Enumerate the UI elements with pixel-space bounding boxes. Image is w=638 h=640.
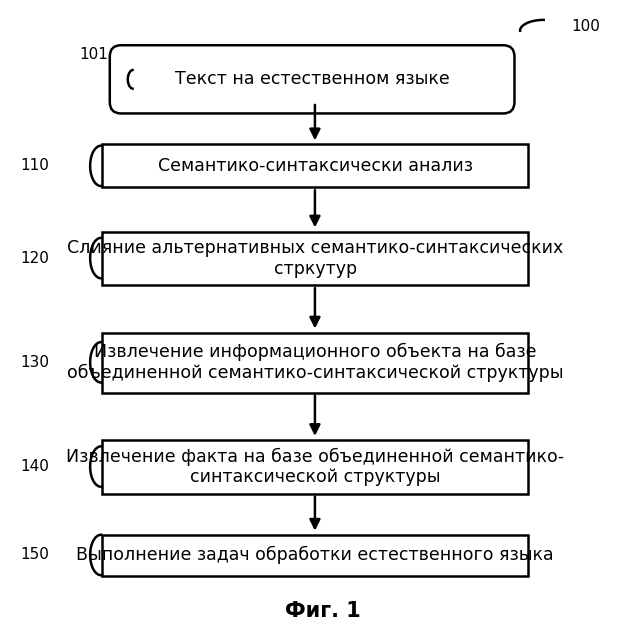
- Text: 140: 140: [20, 459, 50, 474]
- Text: Слияние альтернативных семантико-синтаксических
стркутур: Слияние альтернативных семантико-синтакс…: [67, 239, 563, 278]
- Text: 100: 100: [572, 19, 600, 34]
- Text: Текст на естественном языке: Текст на естественном языке: [175, 70, 450, 88]
- Text: 150: 150: [20, 547, 50, 563]
- Text: 101: 101: [80, 47, 108, 62]
- Bar: [102, 535, 528, 576]
- Text: Выполнение задач обработки естественного языка: Выполнение задач обработки естественного…: [77, 546, 554, 564]
- Bar: [102, 333, 528, 393]
- Text: 110: 110: [20, 158, 50, 173]
- Text: Извлечение информационного объекта на базе
объединенной семантико-синтаксической: Извлечение информационного объекта на ба…: [67, 343, 563, 382]
- Text: Извлечение факта на базе объединенной семантико-
синтаксической структуры: Извлечение факта на базе объединенной се…: [66, 447, 564, 486]
- Text: Семантико-синтаксически анализ: Семантико-синтаксически анализ: [158, 157, 473, 175]
- Bar: [102, 145, 528, 188]
- FancyBboxPatch shape: [110, 45, 514, 113]
- Text: 120: 120: [20, 251, 50, 266]
- Bar: [102, 440, 528, 493]
- Text: 130: 130: [20, 355, 50, 370]
- Text: Фиг. 1: Фиг. 1: [285, 600, 361, 621]
- Bar: [102, 232, 528, 285]
